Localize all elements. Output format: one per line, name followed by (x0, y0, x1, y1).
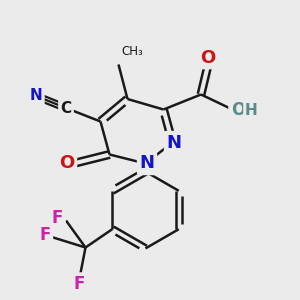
Text: F: F (52, 209, 63, 227)
Text: N: N (167, 134, 182, 152)
Text: O: O (200, 49, 215, 67)
Text: F: F (74, 275, 85, 293)
Text: O: O (231, 101, 245, 119)
Text: N: N (30, 88, 42, 104)
Text: F: F (39, 226, 51, 244)
Text: CH₃: CH₃ (122, 45, 143, 58)
Text: O: O (59, 154, 74, 172)
Text: H: H (245, 103, 257, 118)
Text: C: C (60, 101, 72, 116)
Text: N: N (140, 154, 154, 172)
